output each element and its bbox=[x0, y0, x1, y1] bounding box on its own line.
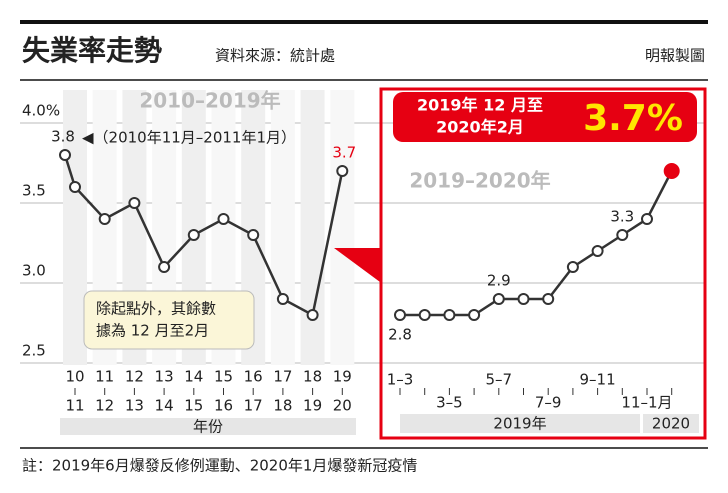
data-point bbox=[542, 293, 555, 305]
x-tick-label: 19 bbox=[333, 368, 352, 386]
x-tick-label: 7–9 bbox=[535, 394, 562, 412]
column-stripe bbox=[300, 90, 325, 365]
year-label: 2020 bbox=[652, 415, 690, 433]
data-point bbox=[394, 309, 406, 321]
data-point bbox=[306, 309, 319, 321]
x-tick-label: 19 bbox=[303, 397, 322, 415]
x-tick-label: 17 bbox=[244, 397, 263, 415]
value-label: 3.8 bbox=[51, 128, 75, 146]
highlight-box bbox=[379, 87, 707, 440]
callout-text: 2019年 12 月至 bbox=[417, 96, 543, 115]
data-point bbox=[59, 149, 71, 161]
subtitle: 2010–2019年 bbox=[139, 89, 280, 113]
y-tick-label: 3.0 bbox=[22, 262, 46, 280]
value-label: 2.9 bbox=[487, 272, 511, 290]
data-point bbox=[69, 181, 81, 193]
data-point bbox=[217, 213, 230, 225]
data-point bbox=[591, 245, 604, 257]
data-point bbox=[128, 197, 141, 209]
data-point bbox=[616, 229, 629, 241]
x-tick-label: 16 bbox=[214, 397, 233, 415]
x-tick-label: 18 bbox=[303, 368, 322, 386]
data-point bbox=[641, 213, 653, 225]
callout-box bbox=[393, 92, 697, 142]
note-text: 據為 12 月至2月 bbox=[96, 322, 209, 340]
annotation: ◀（2010年11月–2011年1月） bbox=[82, 129, 296, 147]
note-box bbox=[83, 290, 255, 350]
x-tick-label: 17 bbox=[273, 368, 292, 386]
data-point bbox=[663, 163, 680, 179]
x-tick-label: 12 bbox=[125, 368, 144, 386]
data-point bbox=[98, 213, 111, 225]
column-stripe bbox=[330, 90, 355, 365]
column-stripe bbox=[270, 90, 295, 365]
x-tick-label: 15 bbox=[184, 397, 203, 415]
data-point bbox=[276, 293, 289, 305]
data-point bbox=[492, 293, 505, 305]
x-tick-label: 3–5 bbox=[436, 394, 463, 412]
value-label: 3.3 bbox=[610, 208, 634, 226]
y-tick-label: 4.0% bbox=[22, 102, 60, 120]
series-line bbox=[400, 170, 673, 317]
pointer bbox=[334, 248, 380, 282]
data-point bbox=[468, 309, 481, 321]
data-point bbox=[247, 229, 260, 241]
x-tick-label: 5–7 bbox=[486, 371, 513, 389]
data-point bbox=[443, 309, 456, 321]
y-tick-label: 2.5 bbox=[22, 342, 46, 360]
axis-band bbox=[60, 418, 356, 435]
subtitle: 2019–2020年 bbox=[409, 169, 550, 193]
title: 失業率走勢 bbox=[22, 34, 162, 67]
x-tick-label: 15 bbox=[214, 368, 233, 386]
callout-value: 3.7% bbox=[583, 98, 683, 139]
x-tick-label: 14 bbox=[184, 368, 203, 386]
x-tick-label: 16 bbox=[244, 368, 263, 386]
source: 資料來源：統計處 bbox=[215, 47, 335, 65]
x-tick-label: 10 bbox=[65, 368, 84, 386]
footnote: 註：2019年6月爆發反修例運動、2020年1月爆發新冠疫情 bbox=[22, 457, 417, 475]
year-band bbox=[643, 414, 699, 433]
x-tick-label: 12 bbox=[95, 397, 114, 415]
data-point bbox=[517, 293, 530, 305]
top-rule bbox=[20, 20, 708, 24]
year-band bbox=[400, 414, 640, 433]
x-tick-label: 11 bbox=[95, 368, 114, 386]
data-point bbox=[158, 261, 171, 273]
value-label: 2.8 bbox=[388, 326, 412, 344]
x-tick-label: 20 bbox=[333, 397, 352, 415]
data-point bbox=[187, 229, 200, 241]
x-tick-label: 13 bbox=[155, 368, 174, 386]
credit: 明報製圖 bbox=[645, 47, 705, 65]
x-tick-label: 1–3 bbox=[387, 371, 414, 389]
x-tick-label: 18 bbox=[273, 397, 292, 415]
x-tick-label: 13 bbox=[125, 397, 144, 415]
data-point bbox=[566, 261, 579, 273]
x-tick-label: 14 bbox=[155, 397, 174, 415]
x-tick-label: 9–11 bbox=[580, 371, 616, 389]
year-label: 2019年 bbox=[493, 415, 546, 433]
data-point bbox=[418, 309, 431, 321]
data-point bbox=[336, 165, 349, 177]
y-tick-label: 3.5 bbox=[22, 182, 46, 200]
x-tick-label: 11 bbox=[65, 397, 84, 415]
note-text: 除起點外，其餘數 bbox=[96, 300, 216, 318]
x-axis-label: 年份 bbox=[193, 418, 223, 436]
x-tick-label: 11–1月 bbox=[621, 394, 672, 412]
column-stripe bbox=[63, 90, 87, 365]
value-label: 3.7 bbox=[332, 144, 356, 162]
callout-text: 2020年2月 bbox=[436, 118, 524, 137]
